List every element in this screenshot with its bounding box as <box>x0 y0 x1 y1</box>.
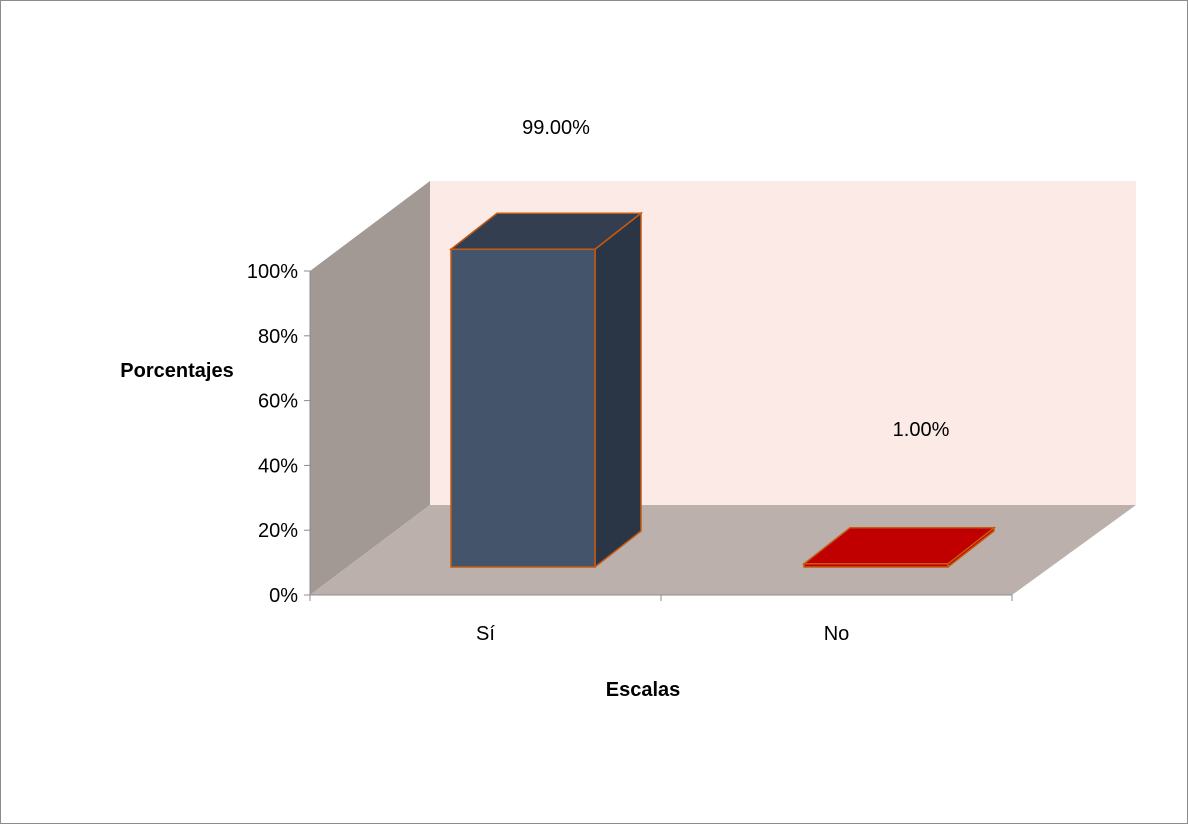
y-tick-label: 40% <box>258 455 298 477</box>
bar-front <box>803 563 949 568</box>
y-tick-label: 80% <box>258 326 298 348</box>
y-tick-label: 60% <box>258 391 298 413</box>
y-tick-label: 0% <box>269 585 298 607</box>
bars <box>448 211 997 569</box>
x-tick-label: No <box>824 623 850 645</box>
bar-side <box>594 211 642 569</box>
axes: 0% 20% 40% 60% 80% 100% Sí No <box>247 261 1013 645</box>
y-tick-label: 20% <box>258 520 298 542</box>
data-label: 99.00% <box>522 117 590 139</box>
y-axis-title: Porcentajes <box>120 360 233 382</box>
bar-0 <box>448 211 644 569</box>
chart-walls <box>310 181 1136 595</box>
x-tick-label: Sí <box>476 623 495 645</box>
x-axis-title: Escalas <box>606 679 681 701</box>
side-wall <box>310 181 430 595</box>
labels: 99.00% 1.00% <box>522 117 949 441</box>
floor <box>310 505 1136 595</box>
bar-1 <box>801 526 997 569</box>
bar-front <box>450 248 596 568</box>
y-tick-label: 100% <box>247 261 298 283</box>
data-label: 1.00% <box>893 419 950 441</box>
